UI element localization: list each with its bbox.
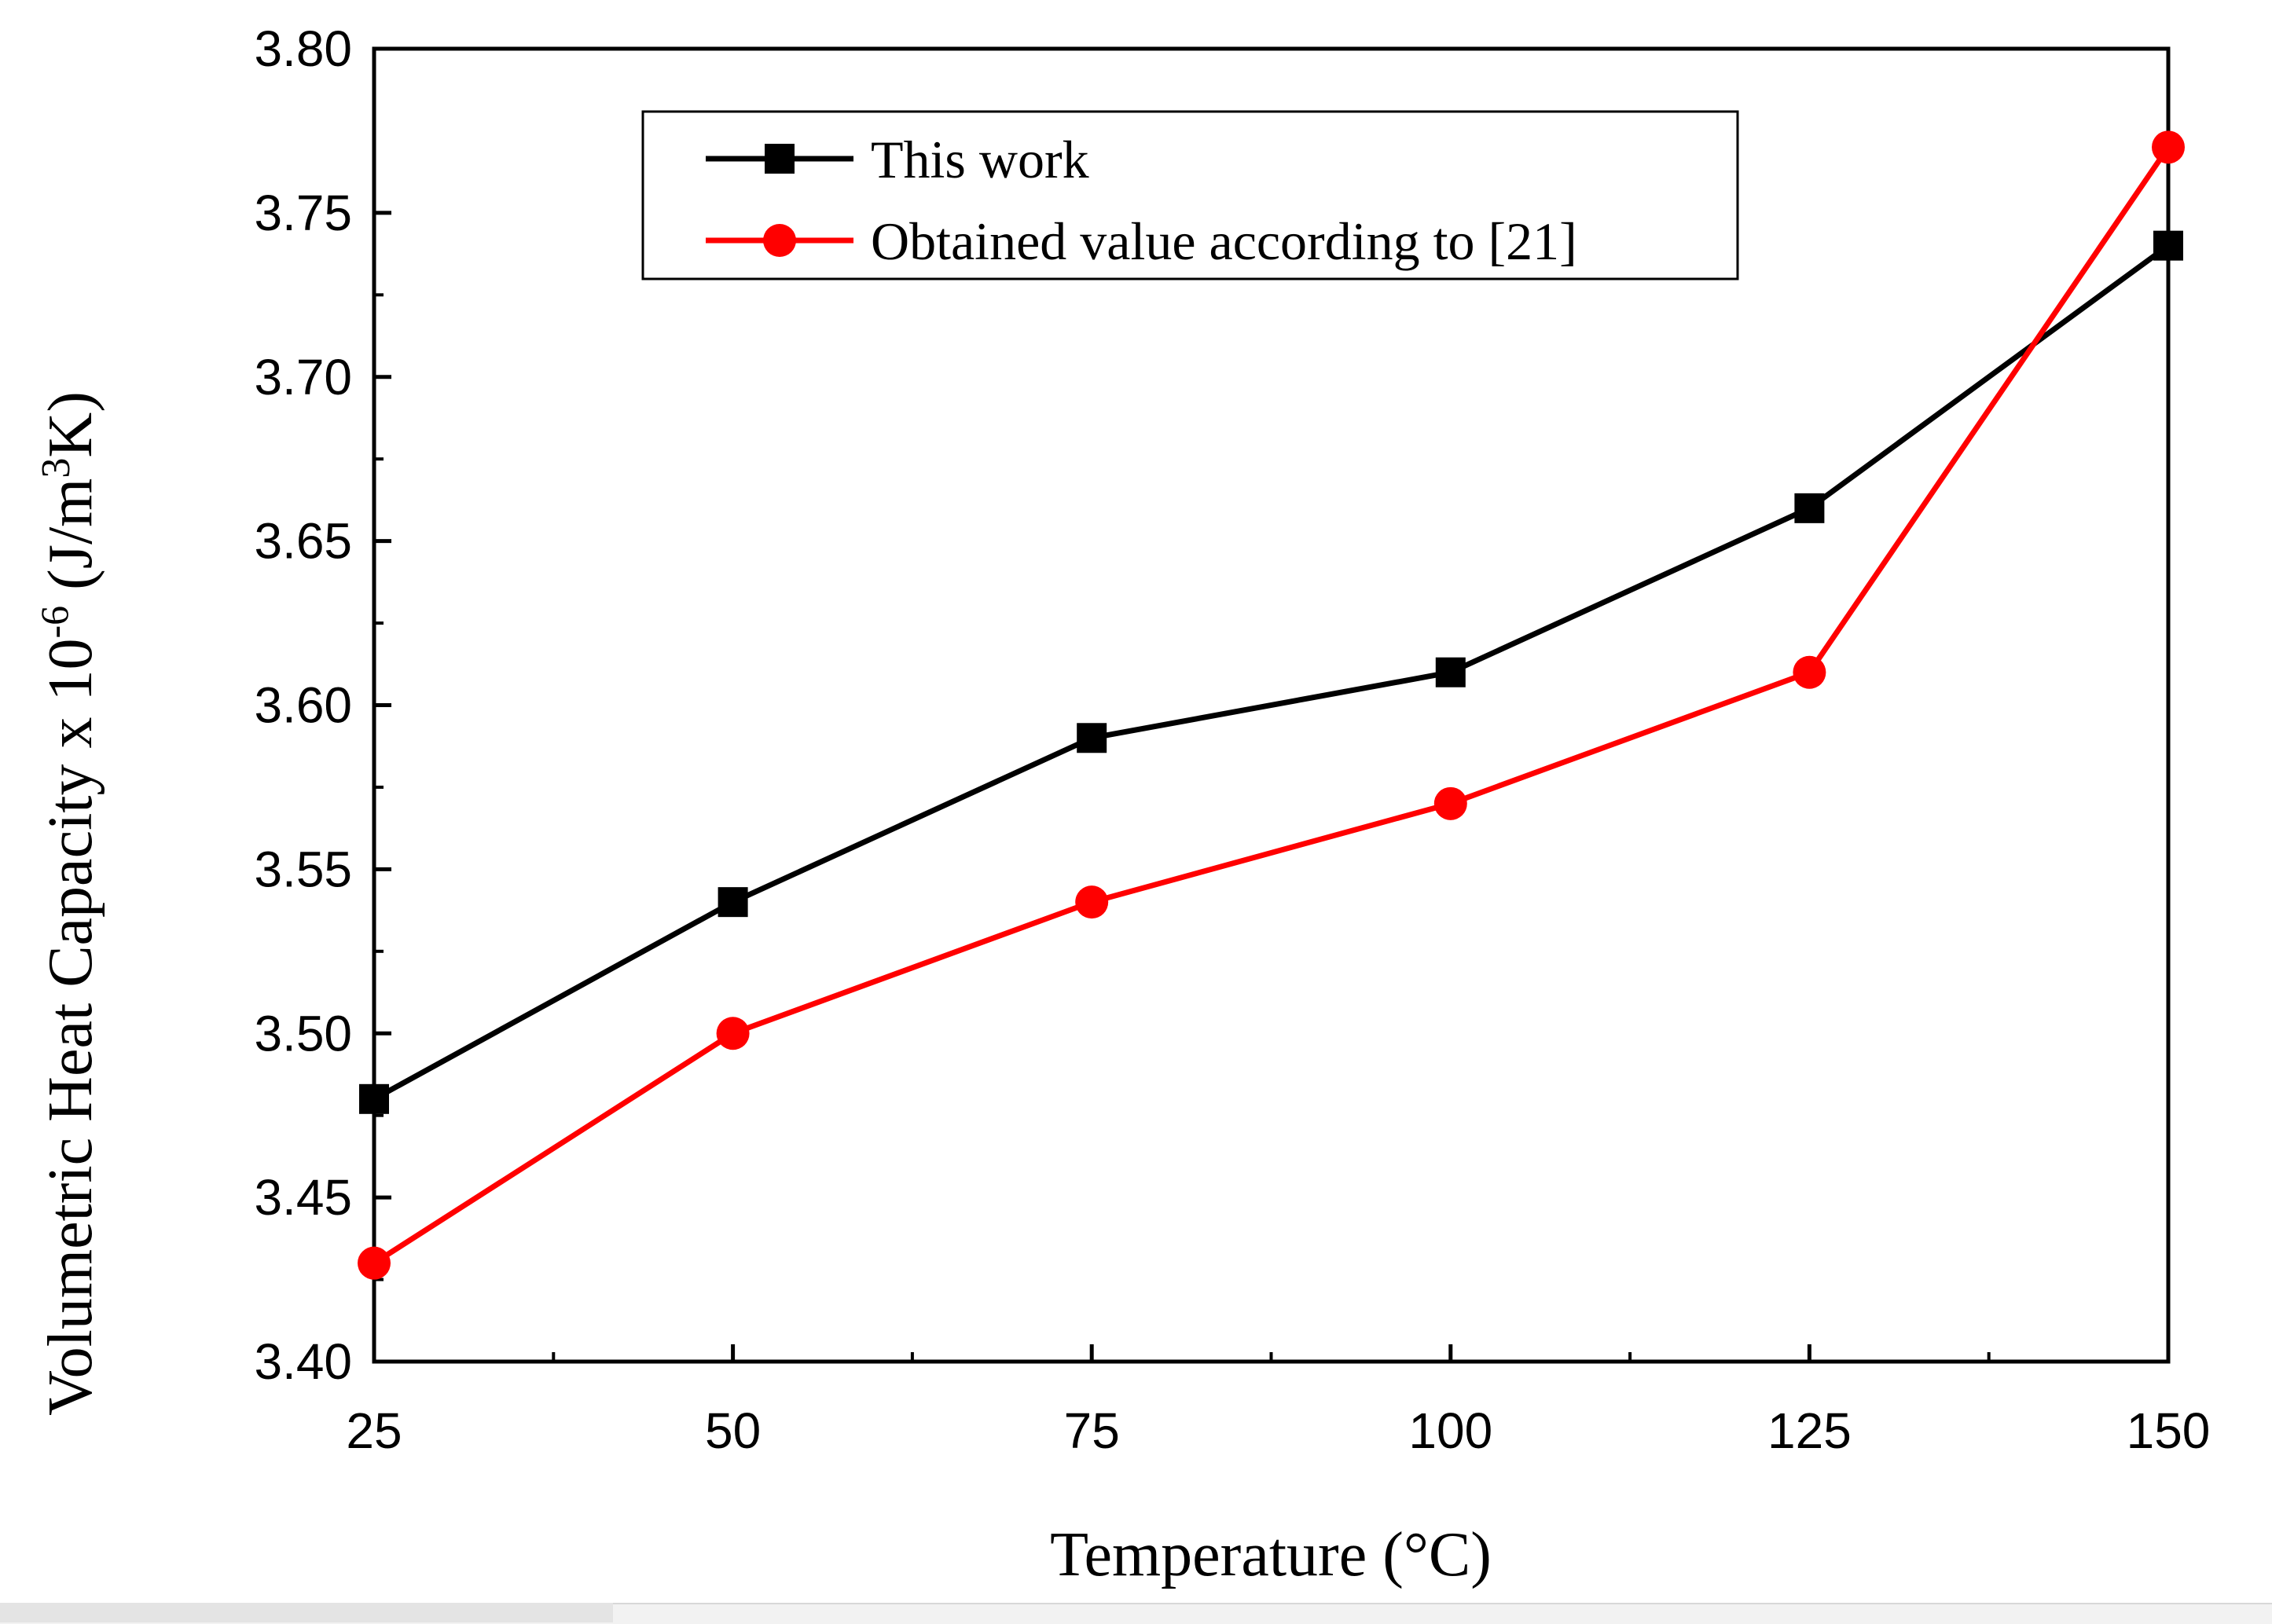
legend-marker-this-work bbox=[765, 144, 795, 174]
y-tick-label: 3.60 bbox=[254, 677, 352, 734]
x-tick-label: 25 bbox=[346, 1402, 402, 1459]
data-point-square bbox=[1435, 657, 1466, 687]
y-tick-label: 3.50 bbox=[254, 1005, 352, 1061]
y-tick-label: 3.75 bbox=[254, 185, 352, 241]
y-axis-title-unit-close: K) bbox=[36, 391, 105, 457]
legend-marker-reference bbox=[763, 224, 796, 257]
y-axis-title-prefix: Volumetric Heat Capacity x 10 bbox=[36, 638, 105, 1415]
data-point-square bbox=[359, 1083, 389, 1114]
y-axis-ticks: 3.40 3.45 3.50 3.55 3.60 3.65 3.70 3.75 3.80 bbox=[254, 20, 391, 1390]
series-line bbox=[373, 145, 2171, 1266]
legend: This work Obtained value according to [2… bbox=[641, 110, 1739, 280]
data-point-circle bbox=[1433, 786, 1467, 820]
data-point-circle bbox=[716, 1017, 750, 1050]
bottom-scroll-thumb bbox=[0, 1603, 613, 1622]
data-point-circle bbox=[358, 1246, 391, 1280]
data-point-square bbox=[1794, 493, 1825, 523]
data-point-circle bbox=[1793, 655, 1826, 689]
y-tick-label: 3.40 bbox=[254, 1333, 352, 1390]
series-this-work bbox=[359, 230, 2183, 1114]
y-tick-label: 3.65 bbox=[254, 513, 352, 570]
x-axis-title: Temperature (°C) bbox=[1050, 1520, 1492, 1589]
legend-box bbox=[641, 110, 1739, 280]
y-tick-label: 3.45 bbox=[254, 1169, 352, 1226]
series-layer bbox=[358, 130, 2185, 1280]
data-point-circle bbox=[2152, 130, 2185, 164]
y-axis-title-unit-open: (J/m bbox=[36, 478, 105, 606]
series-reference bbox=[358, 130, 2185, 1280]
y-axis-title-exponent: -6 bbox=[32, 606, 76, 639]
y-tick-label: 3.70 bbox=[254, 349, 352, 405]
data-point-square bbox=[1077, 723, 1107, 753]
x-tick-label: 150 bbox=[2127, 1402, 2211, 1459]
data-point-circle bbox=[1075, 885, 1109, 919]
x-tick-label: 125 bbox=[1767, 1402, 1852, 1459]
data-point-square bbox=[718, 887, 748, 918]
legend-label-this-work: This work bbox=[871, 130, 1089, 189]
legend-label-reference: Obtained value according to [21] bbox=[871, 211, 1577, 271]
x-tick-label: 50 bbox=[705, 1402, 761, 1459]
x-tick-label: 100 bbox=[1408, 1402, 1492, 1459]
data-point-square bbox=[2153, 230, 2183, 261]
series-line bbox=[373, 243, 2171, 1102]
y-tick-label: 3.80 bbox=[254, 20, 352, 77]
y-axis-title: Volumetric Heat Capacity x 10-6 (J/m3K) bbox=[32, 391, 105, 1416]
y-tick-label: 3.55 bbox=[254, 841, 352, 897]
x-axis-ticks: 25 50 75 100 125 150 bbox=[346, 1344, 2210, 1459]
x-tick-label: 75 bbox=[1064, 1402, 1120, 1459]
y-axis-title-unit-power: 3 bbox=[34, 458, 79, 478]
